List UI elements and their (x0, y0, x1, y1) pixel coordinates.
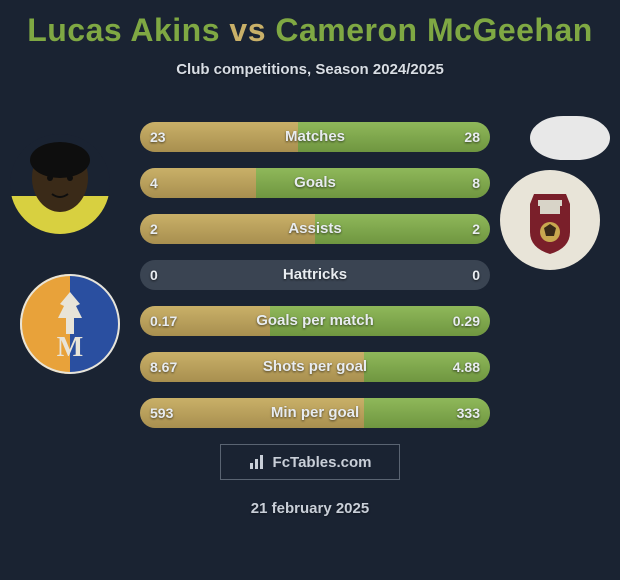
stat-value-right: 4.88 (443, 352, 490, 382)
stat-value-right: 0 (462, 260, 490, 290)
stat-value-right: 333 (447, 398, 490, 428)
stat-label: Hattricks (140, 260, 490, 290)
comparison-title: Lucas Akins vs Cameron McGeehan (0, 0, 620, 49)
stat-label: Matches (140, 122, 490, 152)
stat-value-right: 8 (462, 168, 490, 198)
subtitle: Club competitions, Season 2024/2025 (0, 61, 620, 78)
footer-brand: FcTables.com (220, 444, 400, 480)
stat-value-right: 0.29 (443, 306, 490, 336)
player1-avatar (10, 134, 110, 234)
player2-avatar (530, 116, 610, 160)
player1-face-icon (10, 134, 110, 234)
title-vs: vs (229, 12, 266, 48)
stat-label: Goals (140, 168, 490, 198)
player1-name: Lucas Akins (27, 12, 220, 48)
stat-label: Shots per goal (140, 352, 490, 382)
footer-brand-text: FcTables.com (273, 454, 372, 471)
northampton-crest-icon (500, 170, 600, 270)
player1-club-crest: M (20, 274, 120, 374)
player2-name: Cameron McGeehan (275, 12, 592, 48)
svg-text:M: M (57, 332, 83, 363)
stat-label: Min per goal (140, 398, 490, 428)
chart-icon (249, 453, 267, 471)
stats-bars: 23 Matches 28 4 Goals 8 2 Assists 2 0 Ha… (140, 122, 490, 444)
stat-row: 4 Goals 8 (140, 168, 490, 198)
mansfield-crest-icon: M (20, 274, 120, 374)
footer-date: 21 february 2025 (0, 500, 620, 517)
stat-value-right: 2 (462, 214, 490, 244)
player2-club-crest (500, 170, 600, 270)
stat-row: 2 Assists 2 (140, 214, 490, 244)
stat-label: Assists (140, 214, 490, 244)
stat-row: 8.67 Shots per goal 4.88 (140, 352, 490, 382)
stat-value-right: 28 (454, 122, 490, 152)
stat-row: 23 Matches 28 (140, 122, 490, 152)
stat-row: 0 Hattricks 0 (140, 260, 490, 290)
stat-row: 593 Min per goal 333 (140, 398, 490, 428)
stat-label: Goals per match (140, 306, 490, 336)
stat-row: 0.17 Goals per match 0.29 (140, 306, 490, 336)
